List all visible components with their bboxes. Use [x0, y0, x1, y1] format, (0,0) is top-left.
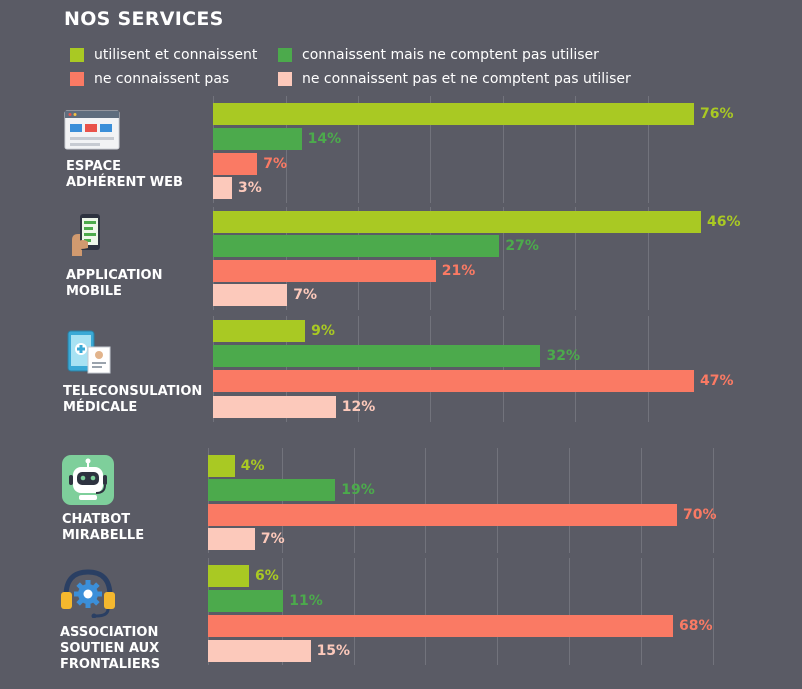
legend-item: connaissent mais ne comptent pas utilise…: [278, 46, 599, 64]
category-label: ASSOCIATION SOUTIEN AUX FRONTALIERS: [60, 625, 161, 672]
bar: [213, 396, 336, 418]
smartphone-icon: [66, 212, 106, 260]
category-label: TELECONSULATION MÉDICALE: [63, 384, 203, 415]
category-label: ESPACE ADHÉRENT WEB: [66, 159, 183, 190]
bar-value-label: 4%: [240, 458, 265, 474]
bar: [213, 370, 694, 392]
bar: [213, 211, 701, 233]
grid-line: [497, 448, 498, 553]
legend-swatch: [70, 72, 84, 86]
bar: [208, 479, 336, 501]
bar: [213, 177, 232, 199]
bar-value-label: 27%: [505, 238, 539, 254]
grid-line: [430, 207, 431, 310]
bar-value-label: 14%: [307, 131, 342, 147]
chatbot-robot-icon: [62, 455, 114, 509]
bar-value-label: 7%: [263, 156, 288, 172]
legend-swatch: [278, 48, 292, 62]
bar-value-label: 46%: [707, 214, 741, 230]
grid-line: [213, 207, 214, 310]
bar: [208, 590, 284, 612]
grid-line: [358, 316, 359, 422]
grid-line: [286, 207, 287, 310]
bar-value-label: 32%: [546, 348, 580, 364]
legend-item: utilisent et connaissent: [70, 46, 257, 64]
bar-value-label: 9%: [311, 323, 335, 339]
legend-item: ne connaissent pas: [70, 70, 229, 88]
legend-label: ne connaissent pas et ne comptent pas ut…: [302, 71, 631, 87]
chart-title: NOS SERVICES: [64, 8, 224, 30]
bar: [208, 528, 255, 550]
grid-line: [425, 448, 426, 553]
grid-line: [569, 448, 570, 553]
headset-gear-icon: [58, 566, 118, 622]
bar-value-label: 15%: [316, 643, 351, 659]
grid-line: [575, 207, 576, 310]
category-label: APPLICATION MOBILE: [66, 268, 163, 299]
bar-value-label: 47%: [700, 373, 734, 389]
legend-label: ne connaissent pas: [94, 71, 230, 87]
bar: [213, 345, 541, 367]
grid-line: [713, 448, 714, 553]
grid-line: [575, 96, 576, 203]
legend-swatch: [70, 48, 84, 62]
grid-line: [575, 316, 576, 422]
tablet-medical-icon: [66, 329, 114, 379]
bar-value-label: 70%: [683, 507, 717, 523]
bar: [213, 153, 258, 175]
bar: [208, 504, 677, 526]
bar-value-label: 21%: [441, 263, 476, 279]
bar-value-label: 11%: [289, 593, 323, 609]
bar: [208, 565, 250, 587]
bar-value-label: 7%: [293, 287, 318, 303]
grid-line: [648, 96, 649, 203]
bar: [213, 235, 500, 257]
grid-line: [430, 316, 431, 422]
bar-value-label: 12%: [341, 399, 376, 415]
legend-item: ne connaissent pas et ne comptent pas ut…: [278, 70, 631, 88]
bar-value-label: 19%: [341, 482, 375, 498]
grid-line: [648, 316, 649, 422]
grid-line: [286, 316, 287, 422]
bar: [213, 284, 288, 306]
legend-label: utilisent et connaissent: [94, 47, 258, 63]
grid-line: [358, 96, 359, 203]
grid-line: [713, 558, 714, 665]
web-page-icon: [64, 110, 120, 154]
bar: [213, 103, 694, 125]
bar-value-label: 68%: [679, 618, 713, 634]
bar: [208, 615, 673, 637]
grid-line: [569, 558, 570, 665]
bar-value-label: 76%: [700, 106, 734, 122]
legend-swatch: [278, 72, 292, 86]
grid-line: [425, 558, 426, 665]
grid-line: [358, 207, 359, 310]
grid-line: [641, 558, 642, 665]
grid-line: [430, 96, 431, 203]
grid-line: [354, 448, 355, 553]
bar: [213, 320, 306, 342]
grid-line: [354, 558, 355, 665]
bar-value-label: 7%: [260, 531, 285, 547]
bar: [208, 455, 235, 477]
category-label: CHATBOT MIRABELLE: [62, 512, 145, 543]
bar-value-label: 3%: [237, 180, 262, 196]
grid-line: [503, 207, 504, 310]
bar: [208, 640, 311, 662]
bar: [213, 128, 302, 150]
grid-line: [503, 96, 504, 203]
grid-line: [648, 207, 649, 310]
grid-line: [503, 316, 504, 422]
bar-value-label: 6%: [255, 568, 279, 584]
grid-line: [497, 558, 498, 665]
grid-line: [213, 316, 214, 422]
grid-line: [641, 448, 642, 553]
bar: [213, 260, 436, 282]
legend-label: connaissent mais ne comptent pas utilise…: [302, 47, 599, 63]
